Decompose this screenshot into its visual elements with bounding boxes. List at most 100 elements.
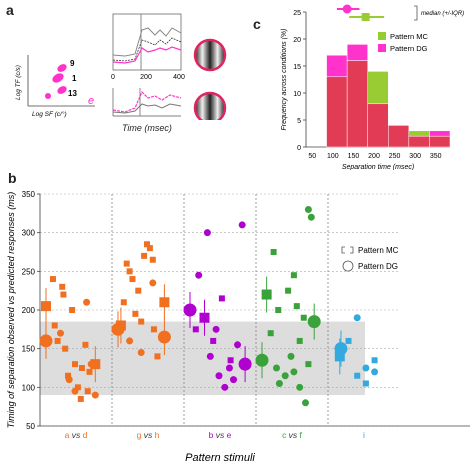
b-point-mc xyxy=(120,299,127,306)
c-legend-mc-label: Pattern MC xyxy=(390,32,429,41)
b-point-mc xyxy=(144,241,150,248)
b-point-mc xyxy=(261,289,272,300)
trace-1-dark xyxy=(112,37,182,62)
trace-1-pink xyxy=(112,46,182,64)
b-point-mc xyxy=(371,357,378,364)
panel-c-letter: c xyxy=(253,16,261,32)
b-ytick-label: 300 xyxy=(22,229,36,238)
b-point-mc xyxy=(267,330,274,337)
b-point-mc xyxy=(129,276,136,283)
b-legend-mc-label: Pattern MC xyxy=(358,246,399,255)
b-point-dg xyxy=(230,376,237,384)
b-point-dg xyxy=(183,303,197,317)
panel-a-xlabel: Log SF (c/°) xyxy=(32,110,67,118)
b-point-dg xyxy=(71,387,79,395)
c-xtick-label: 50 xyxy=(308,153,316,160)
b-point-dg xyxy=(255,353,269,367)
b-xlabel: Pattern stimuli xyxy=(185,452,255,464)
b-point-mc xyxy=(60,291,67,298)
b-point-dg xyxy=(225,364,233,372)
b-point-mc xyxy=(90,359,101,370)
b-ytick-label: 150 xyxy=(22,345,36,354)
b-group-label: b vs e xyxy=(209,430,232,440)
trace-1-gray xyxy=(112,27,182,57)
b-point-mc xyxy=(290,272,297,279)
b-ytick-label: 250 xyxy=(22,267,36,276)
b-group-label: i xyxy=(363,430,365,440)
b-legend-mc-symbol xyxy=(341,246,345,254)
panel-b-letter: b xyxy=(8,170,17,186)
b-point-dg xyxy=(195,271,203,279)
b-point-dg xyxy=(111,322,125,336)
cluster-1 xyxy=(52,73,64,83)
trace-2-gray xyxy=(112,103,182,114)
cluster-label-9: 9 xyxy=(70,59,75,68)
c-bar-overlap xyxy=(429,135,451,148)
b-point-mc xyxy=(354,372,361,379)
b-ytick-label: 100 xyxy=(22,383,36,392)
b-point-mc xyxy=(41,301,51,312)
b-point-dg xyxy=(302,399,309,407)
cluster-label-1: 1 xyxy=(72,74,77,83)
c-median-bracket xyxy=(414,5,418,21)
b-point-dg xyxy=(137,349,145,357)
b-point-mc xyxy=(218,295,225,302)
b-point-mc xyxy=(146,245,153,252)
b-group-label: c vs f xyxy=(282,430,302,440)
c-ytick-label: 15 xyxy=(293,64,301,71)
b-point-dg xyxy=(206,352,214,360)
trace-tick-200: 200 xyxy=(140,74,152,81)
b-point-dg xyxy=(83,298,91,306)
b-point-mc xyxy=(192,326,199,333)
b-ytick-label: 50 xyxy=(26,422,35,431)
b-point-dg xyxy=(39,334,53,348)
cluster-13 xyxy=(57,86,67,94)
c-xtick-label: 100 xyxy=(327,153,339,160)
b-point-mc xyxy=(210,337,217,344)
c-xtick-label: 350 xyxy=(430,153,442,160)
b-ytick-label: 200 xyxy=(22,306,36,315)
trace-tick-400: 400 xyxy=(173,74,185,81)
b-point-mc xyxy=(345,337,352,344)
b-point-mc xyxy=(149,256,156,263)
b-point-mc xyxy=(138,318,145,325)
c-ytick-label: 5 xyxy=(297,118,301,125)
trace-1-box xyxy=(112,13,182,71)
c-ylabel: Frequency across conditions (%) xyxy=(281,29,288,131)
b-group-label: g vs h xyxy=(137,430,160,440)
b-point-dg xyxy=(212,325,220,333)
b-point-dg xyxy=(371,368,379,376)
b-point-dg xyxy=(296,383,304,391)
b-point-dg xyxy=(149,279,157,287)
b-point-mc xyxy=(275,307,282,313)
b-shaded-band xyxy=(40,321,365,396)
cluster-9 xyxy=(57,64,67,72)
b-point-dg xyxy=(273,364,280,372)
cluster-label-e: e xyxy=(88,95,94,107)
trace-xlabel: Time (msec) xyxy=(122,123,172,133)
b-point-mc xyxy=(132,310,139,317)
cluster-dot-e xyxy=(45,93,51,99)
c-legend-mc-swatch xyxy=(378,32,386,40)
b-point-dg xyxy=(307,213,315,221)
b-point-mc xyxy=(51,322,58,329)
c-xtick-label: 300 xyxy=(409,153,421,160)
cluster-label-13: 13 xyxy=(68,89,77,98)
b-point-dg xyxy=(287,352,295,360)
c-xlabel: Separation time (msec) xyxy=(342,164,414,170)
b-point-dg xyxy=(87,360,95,368)
c-legend-dg-swatch xyxy=(378,44,386,52)
b-point-mc xyxy=(305,361,312,368)
b-point-dg xyxy=(91,391,99,399)
b-legend-mc-symbol-right xyxy=(350,246,354,254)
b-group-label: a vs d xyxy=(65,430,88,440)
b-point-mc xyxy=(199,312,210,323)
b-point-mc xyxy=(69,307,76,313)
b-point-mc xyxy=(54,337,61,344)
b-point-mc xyxy=(141,252,148,259)
c-median-legend: median (+/-IQR) xyxy=(421,11,464,17)
b-point-dg xyxy=(157,330,171,344)
b-legend-dg-label: Pattern DG xyxy=(358,262,398,271)
c-ytick-label: 10 xyxy=(293,91,301,98)
b-legend-dg-symbol xyxy=(342,260,354,272)
